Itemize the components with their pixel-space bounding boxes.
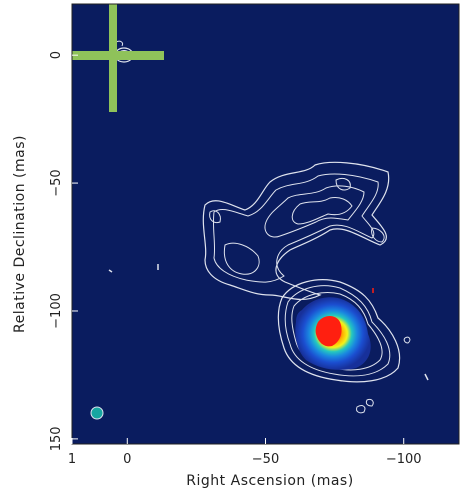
y-tick-label: −50 bbox=[49, 169, 64, 196]
bright-component-core bbox=[315, 316, 342, 347]
noise-contour bbox=[108, 269, 113, 273]
diffuse-contour-8 bbox=[209, 210, 221, 223]
x-axis: 0 −50 −100 1 bbox=[68, 438, 422, 467]
y-axis-label: Relative Declination (mas) bbox=[12, 135, 28, 333]
noise-contour bbox=[365, 399, 374, 407]
y-axis: 0 −50 −100 150 bbox=[49, 51, 78, 451]
x-tick-label: 0 bbox=[123, 452, 131, 467]
x-tick-label: 1 bbox=[68, 452, 76, 467]
diffuse-contour-4 bbox=[291, 197, 353, 225]
noise-contour bbox=[403, 336, 411, 344]
noise-contour bbox=[424, 373, 429, 381]
diffuse-contour-6 bbox=[335, 177, 351, 191]
diffuse-contour-5 bbox=[223, 242, 260, 275]
y-tick-label: −100 bbox=[49, 293, 64, 329]
bright-contour-3 bbox=[291, 292, 383, 371]
reference-cross-marker bbox=[72, 4, 164, 112]
y-tick-label: 150 bbox=[49, 426, 64, 451]
emission-layer bbox=[72, 4, 429, 420]
x-tick-label: −100 bbox=[386, 452, 422, 467]
diffuse-contour-7 bbox=[371, 227, 385, 243]
x-tick-label: −50 bbox=[252, 452, 279, 467]
y-tick-label: 0 bbox=[49, 51, 64, 59]
beam-ellipse bbox=[90, 406, 104, 420]
bright-contour-outer bbox=[277, 279, 401, 383]
diffuse-contour-outer bbox=[202, 161, 390, 300]
diffuse-contour-3 bbox=[264, 185, 365, 238]
x-axis-label: Right Ascension (mas) bbox=[186, 473, 353, 489]
diffuse-contour-2 bbox=[212, 173, 379, 283]
bright-contour-2 bbox=[284, 285, 391, 377]
noise-contour bbox=[356, 405, 366, 414]
